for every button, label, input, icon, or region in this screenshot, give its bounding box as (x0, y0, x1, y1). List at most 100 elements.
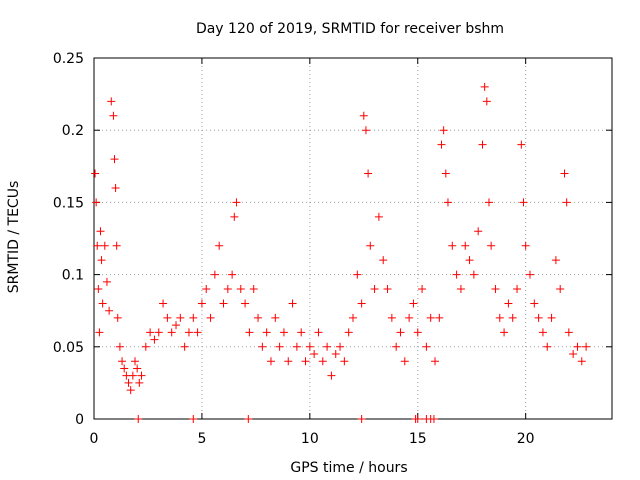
data-point (525, 270, 534, 279)
data-point (176, 313, 185, 322)
data-point (236, 285, 245, 294)
data-point (530, 299, 539, 308)
data-point (98, 299, 107, 308)
data-point (513, 285, 522, 294)
data-point (245, 328, 254, 337)
data-point (441, 169, 450, 178)
ticks: 0 0.05 0.1 0.15 0.2 0.25 0 5 10 15 20 (53, 51, 612, 447)
data-point (480, 82, 489, 91)
data-point (120, 364, 129, 373)
data-point (357, 299, 366, 308)
data-point (266, 357, 275, 366)
data-point (487, 241, 496, 250)
data-point (262, 328, 271, 337)
data-point (431, 357, 440, 366)
y-tick-label: 0 (75, 412, 84, 428)
data-point (443, 198, 452, 207)
data-point (163, 313, 172, 322)
data-point (504, 299, 513, 308)
data-point (318, 357, 327, 366)
data-point (469, 270, 478, 279)
data-point (422, 342, 431, 351)
data-point (543, 342, 552, 351)
data-point (560, 169, 569, 178)
data-point (219, 299, 228, 308)
grid (94, 58, 612, 419)
data-point (105, 306, 114, 315)
data-point (547, 313, 556, 322)
data-point (189, 313, 198, 322)
data-point (97, 256, 106, 265)
data-point (118, 357, 127, 366)
data-point (137, 371, 146, 380)
data-point (244, 415, 253, 423)
data-point (297, 328, 306, 337)
x-tick-label: 15 (409, 431, 427, 447)
data-point (314, 328, 323, 337)
data-point (111, 183, 120, 192)
data-point (128, 371, 137, 380)
data-point (582, 342, 591, 351)
data-point (349, 313, 357, 322)
data-point (353, 270, 362, 279)
data-point (126, 386, 135, 395)
data-point (131, 357, 140, 366)
x-axis-label: GPS time / hours (290, 460, 407, 476)
data-point (374, 212, 383, 221)
data-point (392, 342, 401, 351)
data-point (478, 140, 487, 149)
data-point (292, 342, 301, 351)
data-point (141, 342, 150, 351)
data-point (361, 126, 370, 135)
plot-frame (93, 57, 613, 420)
data-point (327, 371, 336, 380)
data-point (241, 299, 250, 308)
data-point (452, 270, 461, 279)
y-axis-label: SRMTID / TECUs (6, 181, 22, 294)
data-point (323, 342, 332, 351)
data-point (275, 342, 284, 351)
x-tick-label: 20 (517, 431, 535, 447)
data-point (551, 256, 560, 265)
data-point (413, 415, 422, 423)
data-point (113, 313, 122, 322)
data-point (521, 241, 530, 250)
data-point (435, 313, 444, 322)
data-point (461, 241, 470, 250)
y-tick-label: 0.05 (53, 340, 84, 356)
data-point (110, 155, 119, 164)
data-point (167, 328, 176, 337)
data-point (426, 313, 435, 322)
data-point (556, 285, 565, 294)
data-point (232, 198, 241, 207)
data-point (331, 350, 340, 359)
data-point (448, 241, 457, 250)
data-point (577, 357, 586, 366)
data-point (180, 342, 189, 351)
chart-title: Day 120 of 2019, SRMTID for receiver bsh… (196, 21, 504, 37)
data-point (159, 299, 168, 308)
data-point (96, 227, 105, 236)
data-point (288, 299, 297, 308)
data-point (538, 328, 547, 337)
data-point (206, 313, 215, 322)
data-point (115, 342, 124, 351)
data-point (215, 241, 224, 250)
data-point (102, 277, 111, 286)
data-point (109, 111, 118, 120)
data-point (413, 328, 422, 337)
data-point (284, 357, 293, 366)
data-point (249, 285, 258, 294)
data-point (484, 198, 493, 207)
data-point (562, 198, 571, 207)
data-point (228, 270, 237, 279)
data-point (124, 378, 133, 387)
data-point (210, 270, 219, 279)
data-point (495, 313, 504, 322)
data-point (437, 140, 446, 149)
data-point (491, 285, 500, 294)
data-point (429, 415, 438, 423)
data-point (172, 321, 181, 330)
